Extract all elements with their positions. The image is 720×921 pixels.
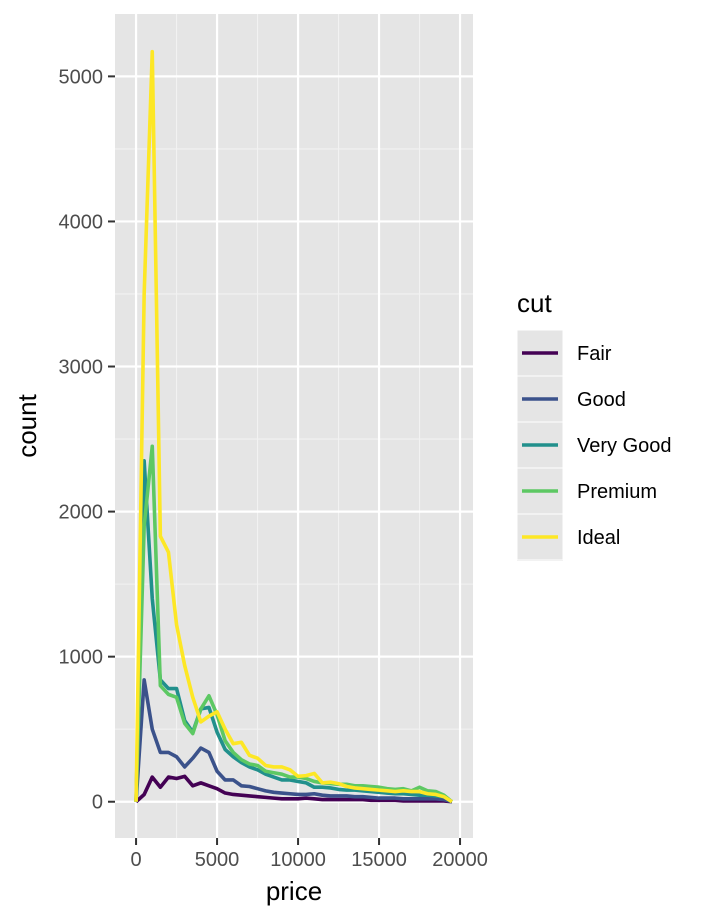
y-tick-label: 3000: [59, 357, 104, 379]
legend-title: cut: [517, 288, 552, 318]
series-line-good: [134, 678, 453, 804]
legend-label: Premium: [577, 481, 657, 503]
y-axis-title: count: [12, 393, 42, 457]
panel-background: [115, 14, 473, 838]
legend-label: Ideal: [577, 527, 620, 549]
y-tick-label: 0: [92, 792, 103, 814]
legend-label: Good: [577, 389, 626, 411]
y-tick-label: 1000: [59, 647, 104, 669]
x-tick-label: 15000: [351, 849, 407, 871]
x-axis-title: price: [266, 876, 322, 906]
y-tick-label: 4000: [59, 211, 104, 233]
x-tick-label: 20000: [432, 849, 488, 871]
legend-label: Fair: [577, 343, 612, 365]
legend-items: Fair Good Very Good Premium Ideal: [516, 329, 672, 561]
x-tick-label: 10000: [270, 849, 326, 871]
legend-label: Very Good: [577, 435, 672, 457]
y-tick-label: 2000: [59, 502, 104, 524]
x-tick-label: 0: [130, 849, 141, 871]
series-lines: [134, 49, 454, 804]
y-axis: 0 1000 2000 3000 4000 5000: [59, 66, 115, 814]
x-axis: 0 5000 10000 15000 20000: [130, 838, 488, 871]
series-line-premium: [134, 444, 454, 804]
legend: cut Fair Good Very Good Premium Ideal: [516, 288, 672, 561]
y-tick-label: 5000: [59, 66, 104, 88]
minor-gridlines: [115, 14, 473, 838]
series-line-fair: [134, 774, 453, 804]
series-line-ideal: [134, 49, 453, 804]
x-tick-label: 5000: [195, 849, 240, 871]
